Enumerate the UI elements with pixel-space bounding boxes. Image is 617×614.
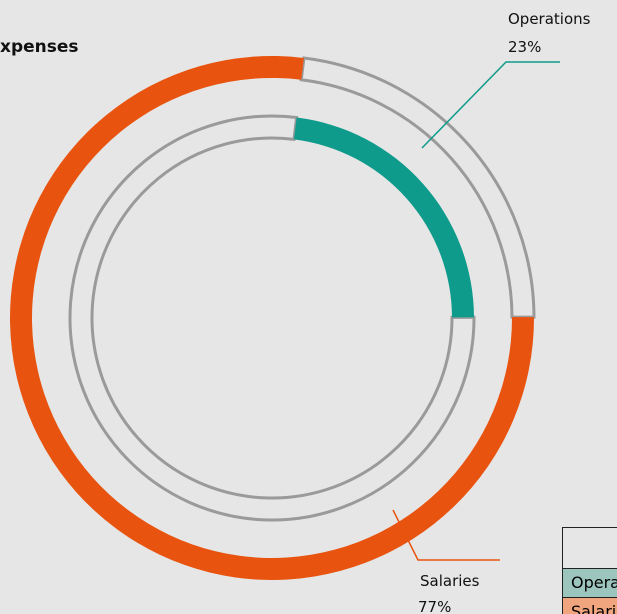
chart-title: xpenses (0, 37, 79, 57)
table-cell: Operations (562, 568, 617, 598)
table-cell: Salaries (562, 597, 617, 614)
leader-line (392, 509, 500, 561)
leader-line (421, 61, 560, 149)
table-row: Salaries (562, 597, 617, 614)
value-label: 23% (508, 38, 541, 56)
data-table: Operations Salaries (562, 527, 617, 614)
slice-label: Operations (508, 10, 591, 28)
ring-track (299, 56, 536, 319)
header-cell (562, 527, 617, 569)
value-label: 77% (418, 598, 451, 614)
rings (10, 56, 536, 580)
ring-track (68, 114, 476, 522)
table-header (562, 527, 617, 569)
slice-label: Salaries (420, 572, 480, 590)
table: Operations Salaries (562, 527, 617, 614)
slice (293, 117, 474, 318)
table-row: Operations (562, 568, 617, 598)
